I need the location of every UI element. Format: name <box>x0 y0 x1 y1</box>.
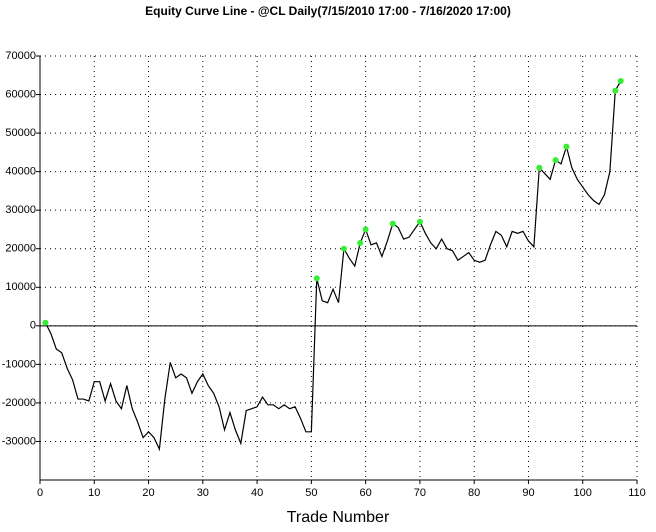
x-tick-label: 100 <box>574 487 592 499</box>
new-high-marker <box>612 87 619 94</box>
new-high-marker <box>416 218 423 225</box>
new-high-marker <box>313 275 320 282</box>
x-tick-label: 10 <box>88 487 100 499</box>
new-high-marker <box>389 220 396 227</box>
x-tick-label: 90 <box>522 487 534 499</box>
x-axis-label: Trade Number <box>287 509 390 526</box>
y-tick-label: 60000 <box>5 88 36 100</box>
new-high-marker <box>357 239 364 246</box>
new-high-marker <box>617 78 624 85</box>
y-tick-label: 10000 <box>5 281 36 293</box>
y-tick-label: 0 <box>30 320 36 332</box>
y-tick-label: 70000 <box>5 50 36 62</box>
new-high-marker <box>563 143 570 150</box>
y-tick-label: -30000 <box>2 435 36 447</box>
equity-line <box>44 80 622 452</box>
y-tick-label: -10000 <box>2 358 36 370</box>
x-tick-label: 20 <box>142 487 154 499</box>
new-high-marker <box>42 319 49 326</box>
x-tick-label: 110 <box>628 487 646 499</box>
y-tick-label: 40000 <box>5 166 36 178</box>
y-tick-label: 30000 <box>5 204 36 216</box>
new-high-marker <box>536 164 543 171</box>
x-tick-label: 70 <box>414 487 426 499</box>
new-high-marker <box>552 157 559 164</box>
y-tick-label: -20000 <box>2 397 36 409</box>
new-high-marker <box>340 245 347 252</box>
x-tick-label: 40 <box>251 487 263 499</box>
x-tick-label: 30 <box>197 487 209 499</box>
x-tick-label: 50 <box>305 487 317 499</box>
chart-title: Equity Curve Line - @CL Daily(7/15/2010 … <box>145 4 511 18</box>
x-tick-label: 60 <box>360 487 372 499</box>
new-high-marker <box>362 226 369 233</box>
y-tick-label: 20000 <box>5 243 36 255</box>
y-tick-label: 50000 <box>5 127 36 139</box>
x-tick-label: 0 <box>37 487 43 499</box>
x-tick-label: 80 <box>468 487 480 499</box>
